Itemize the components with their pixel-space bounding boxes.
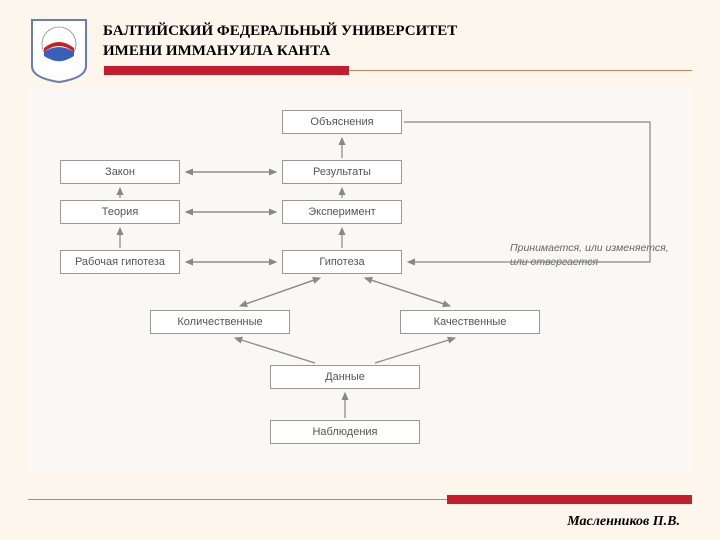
header-rule [349, 70, 692, 71]
feedback-label: Принимается, или изменяется, или отверга… [510, 242, 669, 269]
feedback-line-2: или отвергается [510, 256, 669, 270]
university-title: БАЛТИЙСКИЙ ФЕДЕРАЛЬНЫЙ УНИВЕРСИТЕТ ИМЕНИ… [103, 18, 457, 61]
header-red-accent [104, 66, 349, 75]
node-teoriya: Теория [60, 200, 180, 224]
feedback-line-1: Принимается, или изменяется, [510, 242, 669, 256]
author-name: Масленников П.В. [567, 514, 680, 530]
footer-rule [28, 499, 447, 500]
footer-red-accent [447, 495, 692, 504]
node-rab-gipoteza: Рабочая гипотеза [60, 250, 180, 274]
node-nablyudeniya: Наблюдения [270, 420, 420, 444]
title-line-1: БАЛТИЙСКИЙ ФЕДЕРАЛЬНЫЙ УНИВЕРСИТЕТ [103, 22, 457, 42]
arrows-layer [30, 90, 690, 470]
flowchart-diagram: Объяснения Закон Результаты Теория Экспе… [30, 90, 690, 470]
university-logo [30, 18, 88, 84]
node-obyasneniya: Объяснения [282, 110, 402, 134]
node-zakon: Закон [60, 160, 180, 184]
title-line-2: ИМЕНИ ИММАНУИЛА КАНТА [103, 42, 457, 62]
node-eksperiment: Эксперимент [282, 200, 402, 224]
node-gipoteza: Гипотеза [282, 250, 402, 274]
node-kachestvennye: Качественные [400, 310, 540, 334]
node-dannye: Данные [270, 365, 420, 389]
node-rezultaty: Результаты [282, 160, 402, 184]
node-kolichestvennye: Количественные [150, 310, 290, 334]
